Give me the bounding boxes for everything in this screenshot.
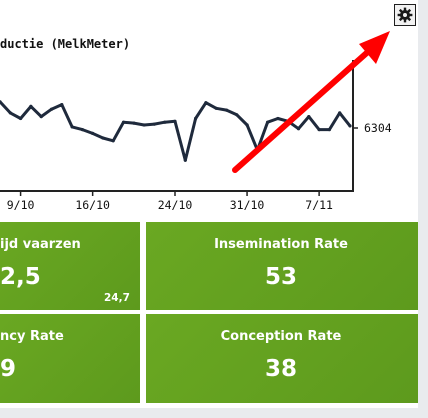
- data-point: [70, 125, 74, 129]
- tile-title: ncy Rate: [0, 329, 64, 344]
- x-tick-label: 31/10: [230, 198, 265, 212]
- data-point: [183, 158, 187, 162]
- data-point: [276, 116, 280, 121]
- chart-title: ductie (MelkMeter): [0, 37, 131, 51]
- data-point: [91, 131, 95, 135]
- kpi-tile-conception-rate[interactable]: Conception Rate 38: [146, 314, 418, 403]
- data-point: [142, 123, 146, 127]
- data-point: [245, 123, 249, 127]
- milk-production-chart: 6304 9/10 16/10 24/10 31/10 7/11: [0, 60, 392, 212]
- settings-button[interactable]: [394, 4, 416, 26]
- tile-subvalue: 24,7: [104, 292, 130, 304]
- dashboard-panel: ductie (MelkMeter) 6304 9/10 16/10 24/10 31…: [0, 0, 418, 408]
- tile-value: 53: [264, 264, 297, 290]
- tile-title: ijd vaarzen: [0, 237, 81, 252]
- data-point: [327, 128, 331, 132]
- y-tick-label: 6304: [364, 121, 392, 135]
- gear-icon: [397, 7, 413, 23]
- x-tick-label: 16/10: [75, 198, 110, 212]
- x-tick-label: 24/10: [158, 198, 193, 212]
- data-point: [338, 111, 342, 115]
- x-tick-label: 7/11: [305, 198, 333, 212]
- data-point: [296, 127, 301, 131]
- data-point: [29, 104, 33, 108]
- kpi-tile-first-calving[interactable]: ijd vaarzen 2,5 24,7: [0, 222, 140, 310]
- data-point: [317, 128, 321, 132]
- data-point: [19, 116, 23, 121]
- red-arrow: [232, 31, 390, 173]
- data-point: [49, 107, 54, 111]
- data-point: [152, 122, 156, 126]
- tile-title: Insemination Rate: [214, 237, 348, 252]
- data-point: [266, 120, 270, 124]
- data-point: [80, 128, 84, 132]
- tile-value: 9: [0, 356, 17, 382]
- data-point: [121, 120, 126, 124]
- data-point: [194, 116, 198, 121]
- x-tick-label: 9/10: [7, 198, 35, 212]
- data-point: [111, 139, 115, 143]
- kpi-tile-insemination-rate[interactable]: Insemination Rate 53: [146, 222, 418, 310]
- data-point: [0, 100, 2, 104]
- data-point: [39, 115, 43, 119]
- data-point: [214, 106, 218, 110]
- data-point: [60, 103, 64, 107]
- tile-value: 2,5: [0, 264, 41, 290]
- data-point: [204, 101, 208, 105]
- tile-value: 38: [264, 356, 297, 382]
- tile-title: Conception Rate: [220, 329, 342, 344]
- data-point: [307, 115, 311, 119]
- kpi-tile-pregnancy-rate[interactable]: ncy Rate 9: [0, 314, 140, 403]
- data-point: [101, 136, 105, 140]
- data-point: [224, 108, 229, 112]
- data-point: [8, 111, 12, 115]
- data-point: [173, 119, 177, 123]
- data-point: [132, 121, 136, 125]
- data-point: [348, 124, 352, 128]
- data-point: [163, 120, 167, 124]
- data-point: [235, 113, 239, 117]
